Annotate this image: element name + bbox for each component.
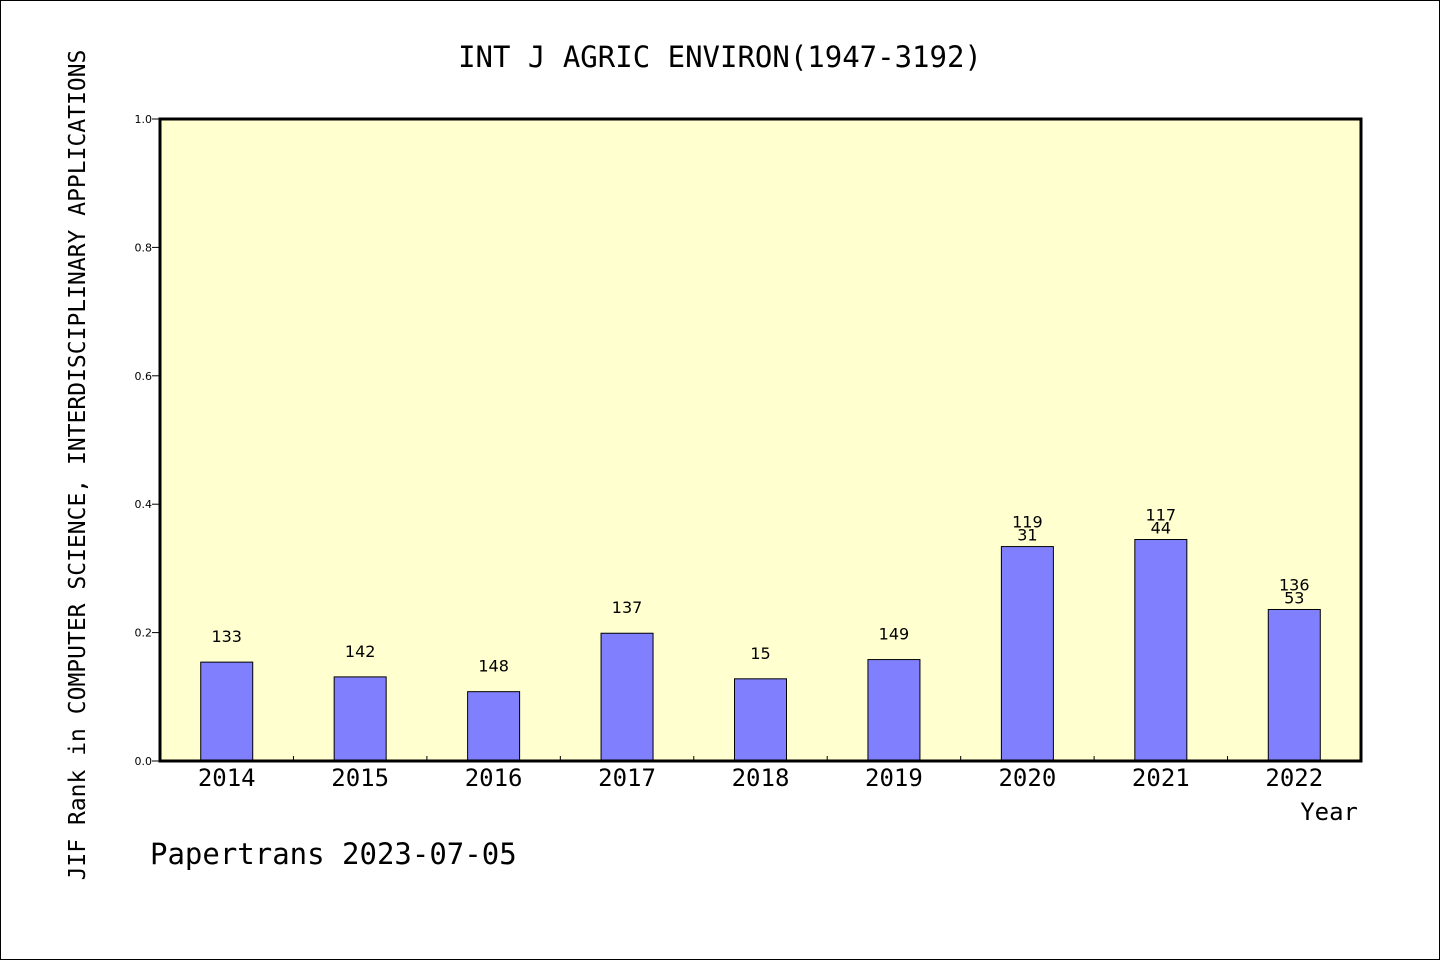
y-axis-label: JIF Rank in COMPUTER SCIENCE, INTERDISCI… xyxy=(65,50,91,881)
bar-label-total: 137 xyxy=(612,598,643,617)
bar-label-rank: 53 xyxy=(1284,588,1304,607)
x-tick-label: 2020 xyxy=(998,764,1056,792)
footer-text: Papertrans 2023-07-05 xyxy=(150,837,517,871)
y-axis: 0.0 0.2 0.4 0.6 0.8 1.0 xyxy=(135,113,160,768)
x-tick-label: 2021 xyxy=(1132,764,1190,792)
x-tick-label: 2016 xyxy=(465,764,523,792)
y-tick-label: 0.4 xyxy=(135,498,153,511)
plot-border xyxy=(158,117,1363,763)
y-tick-label: 0.6 xyxy=(135,370,153,383)
x-tick-label: 2019 xyxy=(865,764,923,792)
bar-2016 xyxy=(467,691,521,762)
bar-label-total: 15 xyxy=(750,644,770,663)
x-tick-label: 2022 xyxy=(1265,764,1323,792)
bar-label-rank: 44 xyxy=(1151,519,1171,538)
bar-label-total: 149 xyxy=(879,625,910,644)
bars-group xyxy=(200,539,1321,762)
y-tick-label: 0.0 xyxy=(135,755,153,768)
bar-2017 xyxy=(600,632,654,762)
bar-label-total: 133 xyxy=(211,627,242,646)
bar-2015 xyxy=(333,676,387,762)
bar-2021 xyxy=(1134,539,1188,762)
bar-label-total: 119 xyxy=(1012,513,1043,532)
x-tick-label: 2015 xyxy=(331,764,389,792)
bar-label-rank: 31 xyxy=(1017,526,1037,545)
x-axis-label: Year xyxy=(1300,798,1358,826)
y-tick-label: 0.2 xyxy=(135,627,153,640)
x-tick-label: 2014 xyxy=(198,764,256,792)
bar-2022 xyxy=(1267,608,1321,762)
x-axis: 2014 2015 2016 2017 2018 2019 2020 2021 2022 xyxy=(198,756,1323,792)
bar-label-total: 142 xyxy=(345,642,376,661)
bar-2020 xyxy=(1000,546,1054,762)
bar-2019 xyxy=(867,659,921,762)
bar-label-total: 117 xyxy=(1146,506,1177,525)
x-tick-label: 2017 xyxy=(598,764,656,792)
x-tick-label: 2018 xyxy=(732,764,790,792)
bar-2014 xyxy=(200,661,254,762)
bar-label-total: 136 xyxy=(1279,575,1310,594)
chart-title: INT J AGRIC ENVIRON(1947-3192) xyxy=(458,40,982,74)
y-tick-label: 1.0 xyxy=(135,113,153,126)
bar-label-total: 148 xyxy=(478,657,509,676)
y-tick-label: 0.8 xyxy=(135,241,153,254)
bar-2018 xyxy=(734,678,787,762)
